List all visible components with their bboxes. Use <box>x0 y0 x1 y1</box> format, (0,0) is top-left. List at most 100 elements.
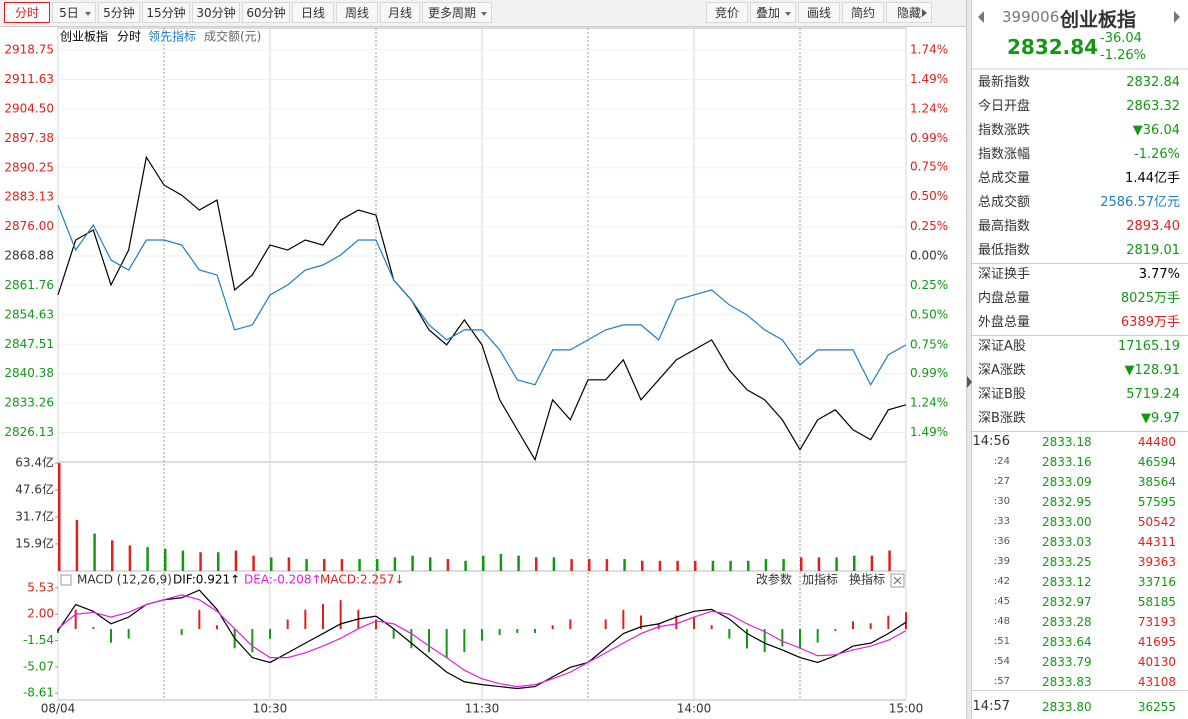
quote-label: 总成交额 <box>978 195 1031 210</box>
macd-bar <box>693 617 695 630</box>
volume-bar <box>75 519 79 571</box>
quote-row: 深证换手 3.77% <box>972 263 1184 287</box>
volume-bar <box>146 547 149 571</box>
macd-bar <box>640 615 642 630</box>
series-line <box>57 594 907 688</box>
volume-bar <box>535 557 538 571</box>
y-tick-label: 2883.13 <box>4 190 54 204</box>
macd-bar <box>410 629 413 649</box>
tool-button[interactable]: 叠加 <box>750 2 796 23</box>
trade-volume: 43108 <box>1137 675 1176 689</box>
last-price: 2832.84 <box>1007 35 1099 59</box>
macd-bar <box>110 629 112 643</box>
trade-time: 14:56 <box>972 434 1010 449</box>
period-tab[interactable]: 日线 <box>292 2 334 23</box>
volume-bar <box>641 560 644 571</box>
tool-button[interactable]: 竞价 <box>706 2 748 23</box>
period-tab[interactable]: 分时 <box>4 2 50 23</box>
y-tick-label: 2840.38 <box>4 366 54 380</box>
close-icon <box>893 576 902 585</box>
quote-label: 指数涨跌 <box>978 123 1031 138</box>
y-tick-label: 5.53 <box>27 580 54 594</box>
x-tick-label: 14:00 <box>677 702 712 716</box>
trade-price: 2833.80 <box>1042 700 1092 714</box>
volume-bar <box>676 560 679 571</box>
trade-price: 2833.79 <box>1042 655 1092 669</box>
volume-bar <box>853 555 856 571</box>
trade-row: :33 2833.00 50542 <box>972 512 1184 532</box>
volume-bar <box>694 560 697 571</box>
volume-bar <box>570 559 573 571</box>
quote-value: 6389万手 <box>1120 315 1180 330</box>
y-tick-label: 2826.13 <box>4 425 54 439</box>
next-arrow[interactable] <box>1174 11 1180 23</box>
trade-price: 2833.09 <box>1042 475 1092 489</box>
y2-tick-label: 0.75% <box>910 337 948 351</box>
macd-bar <box>127 629 130 639</box>
macd-bar <box>852 621 854 630</box>
trade-volume: 44311 <box>1137 535 1176 549</box>
tool-button[interactable]: 简约 <box>842 2 884 23</box>
tool-button[interactable]: 隐藏 <box>886 2 932 23</box>
stock-code: 399006 <box>1002 8 1060 26</box>
period-label: 分时 <box>117 30 141 44</box>
trade-price: 2833.16 <box>1042 455 1092 469</box>
volume-bar <box>376 559 379 571</box>
indicator-button[interactable]: 改参数 <box>756 572 792 587</box>
quote-value: ▼36.04 <box>1132 123 1180 138</box>
quote-row: 深B涨跌 ▼9.97 <box>972 407 1184 431</box>
macd-bar <box>269 629 271 639</box>
trade-price: 2833.12 <box>1042 575 1092 589</box>
trade-volume: 46594 <box>1137 455 1176 469</box>
period-tab[interactable]: 5日 <box>52 2 96 23</box>
quote-value: 3.77% <box>1138 267 1180 282</box>
tool-button[interactable]: 画线 <box>798 2 840 23</box>
indicator-button[interactable]: 换指标 <box>849 572 885 587</box>
quote-label: 深A涨跌 <box>978 363 1026 378</box>
trade-volume: 58185 <box>1137 595 1176 609</box>
trade-price: 2832.95 <box>1042 495 1092 509</box>
price-change-pct: -1.26% <box>1100 48 1146 63</box>
quote-label: 今日开盘 <box>978 99 1031 114</box>
indicator-button[interactable]: 加指标 <box>802 572 838 587</box>
macd-bar <box>498 629 501 635</box>
row-separator <box>972 335 1188 336</box>
period-tab[interactable]: 月线 <box>380 2 420 23</box>
trade-volume: 44480 <box>1137 435 1176 449</box>
macd-bar <box>746 629 748 649</box>
prev-arrow[interactable] <box>978 11 984 23</box>
volume-bar <box>835 557 838 571</box>
y2-tick-label: 0.25% <box>910 278 948 292</box>
trade-row: :45 2832.97 58185 <box>972 592 1184 612</box>
quote-value: 2586.57亿元 <box>1100 195 1180 210</box>
row-separator <box>972 263 1188 264</box>
period-tab[interactable]: 周线 <box>336 2 378 23</box>
volume-bar <box>429 557 432 571</box>
quote-row: 内盘总量 8025万手 <box>972 287 1184 311</box>
quote-row: 最低指数 2819.01 <box>972 239 1184 263</box>
volume-bar <box>552 557 556 571</box>
y-tick-label: 63.4亿 <box>15 455 54 470</box>
trade-volume: 36255 <box>1137 700 1176 714</box>
period-tab[interactable]: 5分钟 <box>98 2 140 23</box>
macd-bar <box>869 623 872 630</box>
trade-price: 2833.03 <box>1042 535 1092 549</box>
period-tab[interactable]: 15分钟 <box>142 2 190 23</box>
y-tick-label: 2897.38 <box>4 131 54 145</box>
x-tick-label: 11:30 <box>465 702 500 716</box>
volume-bar <box>93 533 96 571</box>
panel-divider[interactable] <box>966 0 972 719</box>
quote-row: 总成交额 2586.57亿元 <box>972 191 1184 215</box>
trade-row: :36 2833.03 44311 <box>972 532 1184 552</box>
period-tab[interactable]: 60分钟 <box>242 2 290 23</box>
macd-bar <box>728 629 731 639</box>
period-tab[interactable]: 更多周期 <box>422 2 492 23</box>
trade-time: :36 <box>993 536 1010 547</box>
trade-volume: 40130 <box>1137 655 1176 669</box>
period-tab[interactable]: 30分钟 <box>192 2 240 23</box>
volume-bar <box>870 555 874 571</box>
y-tick-label: 15.9亿 <box>15 535 54 550</box>
legend-entry: 创业板指 <box>60 29 108 44</box>
volume-bar <box>888 550 891 571</box>
